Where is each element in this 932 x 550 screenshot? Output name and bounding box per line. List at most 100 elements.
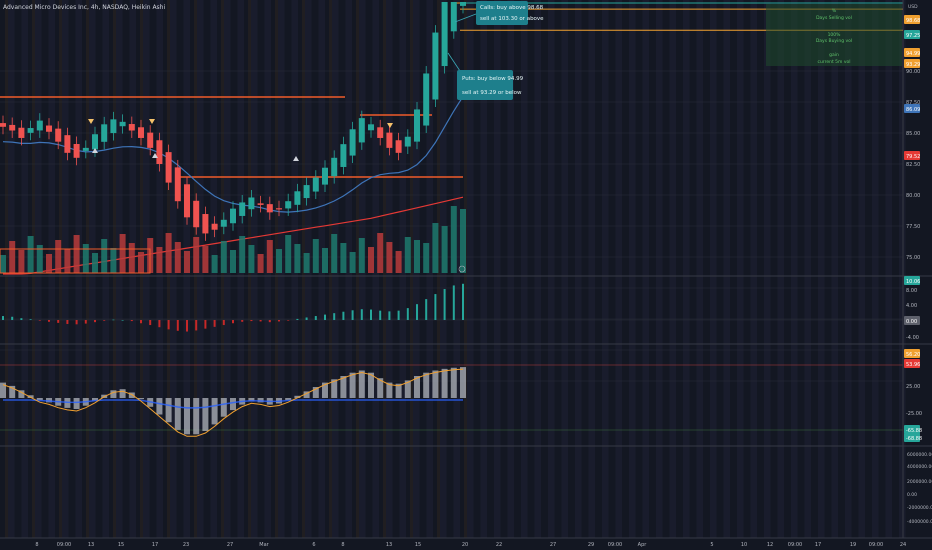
session-stripe xyxy=(831,0,838,538)
session-stripe xyxy=(345,0,352,538)
session-stripe xyxy=(899,0,906,538)
osc2-bar xyxy=(119,389,126,398)
volume-bar xyxy=(82,244,89,273)
osc1-bar xyxy=(94,320,96,323)
candle-body xyxy=(349,129,356,156)
session-stripe xyxy=(426,0,433,538)
candle-body xyxy=(441,2,448,67)
osc2-tag-label: 53.96 xyxy=(906,362,920,368)
sell-signal-triangle xyxy=(149,119,155,124)
session-stripe-highlight xyxy=(437,0,440,538)
time-label: 8 xyxy=(35,542,38,548)
session-stripe xyxy=(791,0,798,538)
osc1-bar xyxy=(443,289,446,320)
session-stripe xyxy=(143,0,150,538)
price-tag xyxy=(904,30,920,39)
session-stripe xyxy=(683,0,690,538)
right-box-3: gain current 5m vol xyxy=(766,50,902,66)
volume-bar xyxy=(368,247,374,273)
volume-highlight-box xyxy=(0,248,151,274)
session-stripe xyxy=(548,0,555,538)
volume-bar xyxy=(441,226,448,273)
price-tag xyxy=(904,151,920,160)
volume-bar xyxy=(73,235,80,273)
callout-puts-line2: sell at 93.29 or below xyxy=(462,90,522,96)
volume-bar xyxy=(55,240,62,273)
time-label: 09:00 xyxy=(608,542,622,548)
osc1-bar xyxy=(140,320,142,324)
osc1-bar xyxy=(204,320,207,329)
osc2-bar xyxy=(138,398,144,400)
callout-connector xyxy=(447,52,461,72)
volume-bar xyxy=(395,251,402,273)
osc2-bar xyxy=(128,392,135,398)
session-stripe-highlight xyxy=(5,0,8,538)
price-tick: 77.50 xyxy=(906,224,920,230)
candle-body xyxy=(386,132,393,148)
session-stripe xyxy=(21,0,28,538)
osc2-bar xyxy=(386,382,393,398)
session-stripe xyxy=(656,0,663,538)
osc1-bar xyxy=(287,320,290,321)
session-stripe xyxy=(615,0,622,538)
osc2-line xyxy=(2,368,464,437)
vol-tick: -2000000.00 xyxy=(907,505,932,511)
pane-toggle-icon xyxy=(458,265,466,273)
session-stripe xyxy=(602,0,609,538)
candle-body xyxy=(36,120,43,131)
buy-signal-triangle xyxy=(293,156,299,161)
osc2-bar xyxy=(368,372,374,398)
candle-body xyxy=(303,185,310,199)
volume-bars xyxy=(0,206,466,274)
time-label: 8 xyxy=(341,542,344,548)
session-stripe xyxy=(224,0,231,538)
osc2-bar xyxy=(211,398,218,425)
osc2-bar xyxy=(340,376,347,398)
callout-calls: Calls: buy above 98.68 sell at 103.30 or… xyxy=(476,1,544,25)
osc2-bar xyxy=(248,398,255,402)
price-tick: 87.50 xyxy=(906,100,920,106)
osc2-bar xyxy=(285,398,292,401)
candle-body xyxy=(285,201,292,209)
session-stripe-highlight xyxy=(329,0,332,538)
osc2-tag xyxy=(904,425,920,434)
osc1-tick: 8.00 xyxy=(906,288,917,294)
osc1-tick: 4.00 xyxy=(906,303,917,309)
session-stripe xyxy=(629,0,636,538)
session-stripe xyxy=(804,0,811,538)
time-label: 12 xyxy=(767,542,773,548)
osc1-bar xyxy=(434,294,437,320)
osc1-bar xyxy=(268,320,271,323)
osc1-bar xyxy=(370,309,372,320)
right-box-3-line2: current 5m vol xyxy=(817,59,850,65)
session-stripe xyxy=(642,0,649,538)
osc1-tick: -4.00 xyxy=(906,335,919,341)
sell-signal-triangle xyxy=(387,123,393,128)
vol-tick: 0.00 xyxy=(907,492,917,498)
osc2-bar xyxy=(432,370,439,398)
volume-bar xyxy=(202,246,209,273)
osc1-bar xyxy=(388,311,391,320)
osc1-bar xyxy=(29,319,32,320)
volume-bar xyxy=(174,242,181,273)
candle-body xyxy=(128,124,135,131)
vol-tick: 2000000.00 xyxy=(907,479,932,485)
session-stripe xyxy=(764,0,771,538)
volume-bar xyxy=(92,253,98,273)
candle-body xyxy=(322,167,328,185)
volume-bar xyxy=(128,243,135,273)
osc1-bar xyxy=(158,320,161,328)
osc1-bar xyxy=(379,310,382,320)
volume-bar xyxy=(18,250,25,273)
volume-bar xyxy=(64,249,71,273)
osc2-bar xyxy=(92,398,98,401)
price-tick: 85.00 xyxy=(906,131,920,137)
volume-bar xyxy=(110,248,117,273)
volume-bar xyxy=(432,223,439,273)
session-stripe xyxy=(507,0,514,538)
time-label: 24 xyxy=(900,542,906,548)
right-box-1-line1: % xyxy=(832,8,837,14)
price-tick: 75.00 xyxy=(906,255,920,261)
osc1-bar xyxy=(213,320,216,327)
candle-body xyxy=(248,197,255,210)
